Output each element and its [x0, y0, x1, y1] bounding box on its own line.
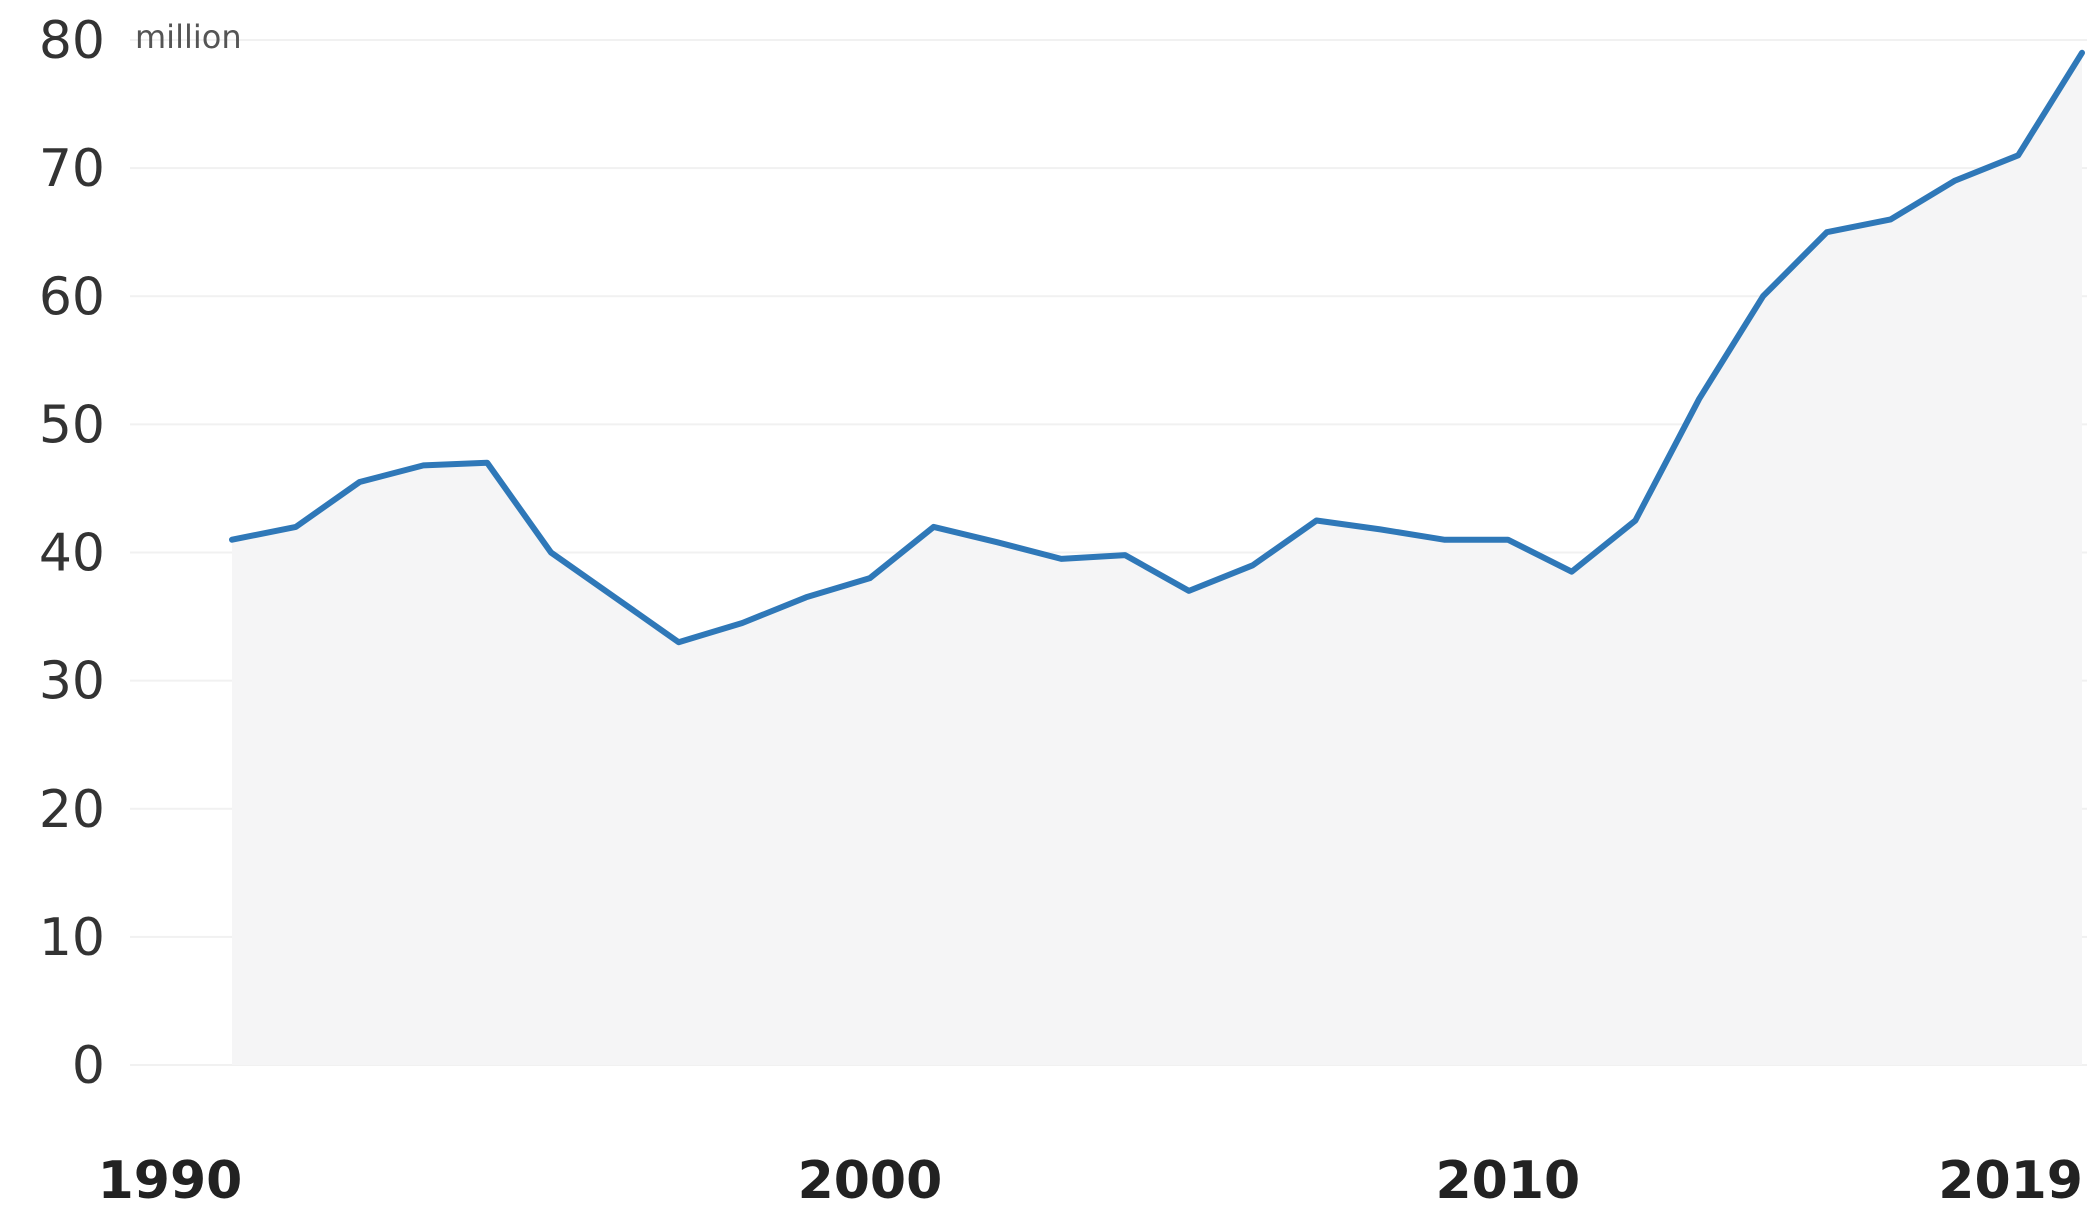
data-point-1994 [484, 460, 490, 466]
data-point-2000 [867, 575, 873, 581]
data-point-1998 [739, 620, 745, 626]
x-tick-label-1990: 1990 [98, 1151, 243, 1211]
y-tick-label-70: 70 [39, 139, 105, 199]
area-fill [232, 53, 2082, 1065]
data-point-2018 [2015, 152, 2021, 158]
data-point-1991 [293, 524, 299, 530]
data-point-1997 [676, 639, 682, 645]
unit-label: million [135, 18, 242, 56]
data-point-2015 [1824, 229, 1830, 235]
data-point-2010 [1505, 537, 1511, 543]
data-point-2002 [995, 539, 1001, 545]
data-point-2011 [1569, 569, 1575, 575]
data-point-2004 [1122, 552, 1128, 558]
y-tick-label-0: 0 [72, 1036, 105, 1096]
y-axis: 0 10 20 30 40 50 60 70 80 [39, 11, 105, 1096]
data-point-2005 [1186, 588, 1192, 594]
area-fill-layer [232, 53, 2082, 1065]
data-point-2014 [1760, 293, 1766, 299]
x-tick-label-2019: 2019 [1938, 1151, 2083, 1211]
data-point-1995 [548, 550, 554, 556]
data-point-1996 [612, 594, 618, 600]
data-point-2019 [2079, 50, 2085, 56]
data-point-2012 [1632, 518, 1638, 524]
data-point-2008 [1377, 526, 1383, 532]
y-tick-label-80: 80 [39, 11, 105, 71]
data-point-2007 [1314, 518, 1320, 524]
data-point-2013 [1696, 396, 1702, 402]
data-point-1990 [229, 537, 235, 543]
data-point-2016 [1888, 216, 1894, 222]
x-axis: 1990 2000 2010 2019 [98, 1151, 2083, 1211]
y-tick-label-40: 40 [39, 524, 105, 584]
y-tick-label-60: 60 [39, 267, 105, 327]
data-point-2003 [1058, 556, 1064, 562]
data-point-1992 [357, 479, 363, 485]
data-point-2006 [1250, 562, 1256, 568]
y-tick-label-50: 50 [39, 395, 105, 455]
data-point-1999 [803, 594, 809, 600]
y-tick-label-10: 10 [39, 908, 105, 968]
y-tick-label-30: 30 [39, 652, 105, 712]
x-tick-label-2000: 2000 [798, 1151, 943, 1211]
data-point-1993 [420, 462, 426, 468]
data-point-2001 [931, 524, 937, 530]
x-tick-label-2010: 2010 [1435, 1151, 1580, 1211]
data-point-2017 [1951, 178, 1957, 184]
y-tick-label-20: 20 [39, 780, 105, 840]
data-point-2009 [1441, 537, 1447, 543]
